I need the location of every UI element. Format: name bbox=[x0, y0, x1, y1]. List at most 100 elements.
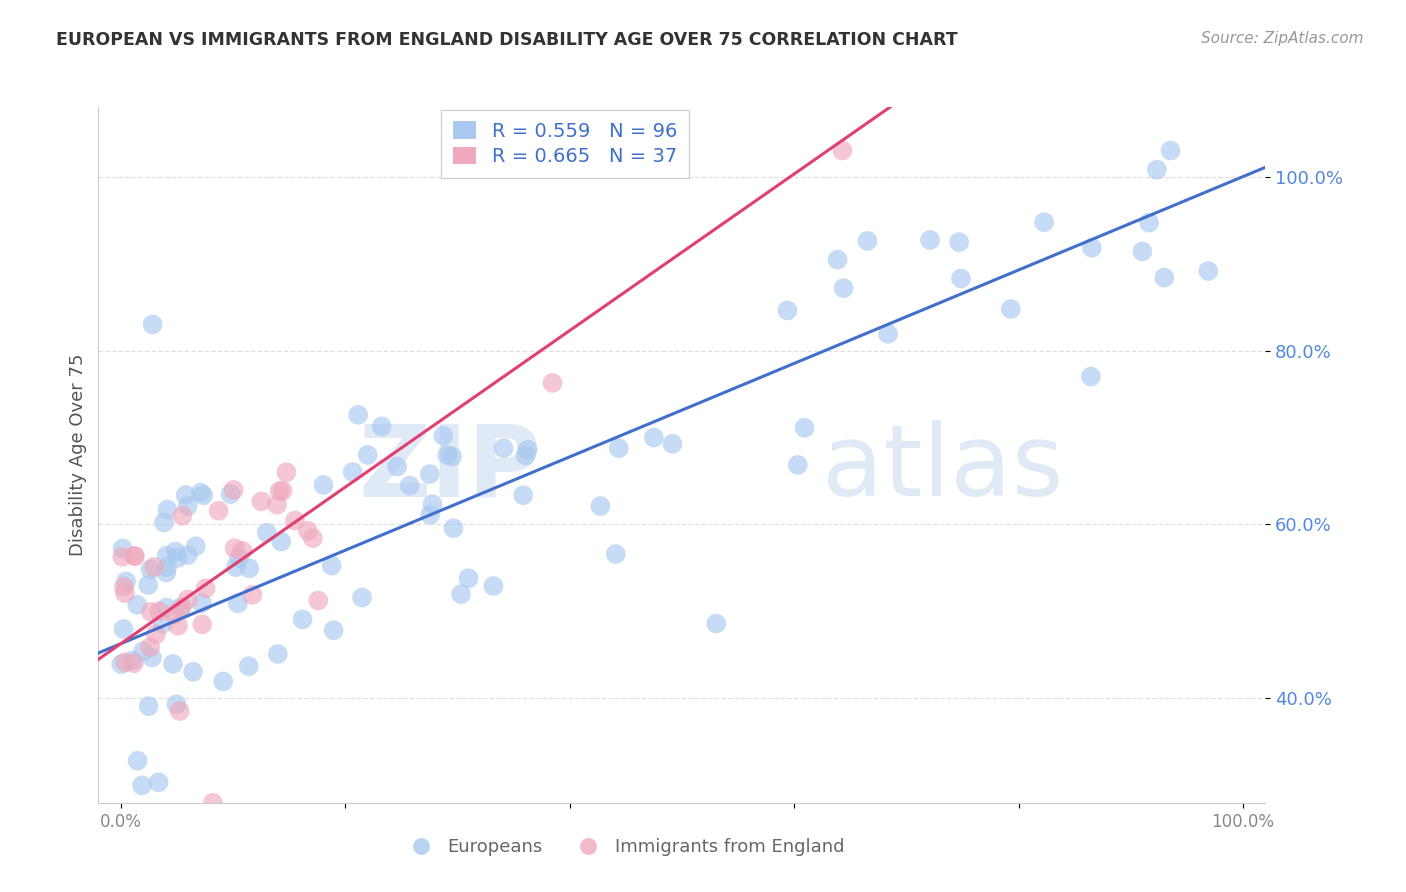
Point bbox=[661, 437, 683, 451]
Point bbox=[184, 539, 207, 553]
Text: EUROPEAN VS IMMIGRANTS FROM ENGLAND DISABILITY AGE OVER 75 CORRELATION CHART: EUROPEAN VS IMMIGRANTS FROM ENGLAND DISA… bbox=[56, 31, 957, 49]
Point bbox=[152, 616, 174, 631]
Point bbox=[370, 419, 392, 434]
Point bbox=[132, 644, 155, 658]
Point bbox=[190, 485, 212, 500]
Point bbox=[143, 560, 166, 574]
Point bbox=[832, 281, 855, 295]
Point bbox=[786, 458, 808, 472]
Point bbox=[167, 618, 190, 632]
Point bbox=[1081, 241, 1104, 255]
Point bbox=[193, 488, 215, 502]
Point bbox=[443, 521, 465, 535]
Point bbox=[398, 478, 420, 492]
Point bbox=[170, 599, 193, 614]
Point bbox=[793, 421, 815, 435]
Point bbox=[177, 548, 200, 562]
Point bbox=[312, 478, 335, 492]
Y-axis label: Disability Age Over 75: Disability Age Over 75 bbox=[69, 353, 87, 557]
Point bbox=[145, 627, 167, 641]
Point bbox=[589, 499, 612, 513]
Point bbox=[607, 441, 630, 455]
Point bbox=[131, 778, 153, 793]
Point bbox=[950, 271, 973, 285]
Point bbox=[169, 704, 191, 718]
Point bbox=[482, 579, 505, 593]
Point bbox=[127, 754, 149, 768]
Point bbox=[441, 450, 464, 464]
Point bbox=[121, 653, 143, 667]
Point bbox=[605, 547, 627, 561]
Point bbox=[136, 578, 159, 592]
Point bbox=[347, 408, 370, 422]
Point bbox=[153, 516, 176, 530]
Point bbox=[156, 502, 179, 516]
Point bbox=[302, 531, 325, 545]
Point bbox=[122, 657, 145, 671]
Point bbox=[142, 318, 165, 332]
Text: ZIP: ZIP bbox=[359, 420, 541, 517]
Point bbox=[212, 674, 235, 689]
Point bbox=[124, 549, 146, 564]
Point bbox=[176, 499, 198, 513]
Point bbox=[918, 233, 941, 247]
Point bbox=[207, 503, 229, 517]
Point bbox=[877, 326, 900, 341]
Point bbox=[226, 597, 249, 611]
Point bbox=[291, 612, 314, 626]
Point bbox=[422, 497, 444, 511]
Point bbox=[191, 596, 214, 610]
Point bbox=[541, 376, 564, 390]
Point bbox=[276, 465, 298, 479]
Point bbox=[222, 483, 245, 497]
Point bbox=[155, 566, 177, 580]
Point bbox=[270, 534, 292, 549]
Point bbox=[515, 449, 537, 463]
Point bbox=[181, 665, 204, 679]
Point bbox=[191, 617, 214, 632]
Point bbox=[1197, 264, 1219, 278]
Point bbox=[242, 588, 264, 602]
Point bbox=[174, 488, 197, 502]
Point bbox=[139, 605, 162, 619]
Point bbox=[112, 580, 135, 594]
Point bbox=[342, 465, 364, 479]
Point bbox=[643, 431, 665, 445]
Point bbox=[224, 541, 246, 555]
Point bbox=[112, 622, 135, 636]
Point bbox=[162, 657, 184, 671]
Point bbox=[1080, 369, 1102, 384]
Point bbox=[250, 494, 273, 508]
Point bbox=[704, 616, 727, 631]
Point bbox=[1146, 162, 1168, 177]
Point bbox=[156, 549, 179, 563]
Point bbox=[170, 602, 193, 616]
Point bbox=[163, 607, 186, 622]
Point bbox=[225, 560, 247, 574]
Point bbox=[238, 659, 260, 673]
Point bbox=[321, 558, 343, 573]
Point bbox=[166, 550, 188, 565]
Point bbox=[165, 698, 187, 712]
Point bbox=[271, 483, 294, 498]
Point bbox=[516, 442, 538, 457]
Point bbox=[1153, 270, 1175, 285]
Text: Source: ZipAtlas.com: Source: ZipAtlas.com bbox=[1201, 31, 1364, 46]
Point bbox=[457, 571, 479, 585]
Point bbox=[1130, 244, 1153, 259]
Point bbox=[139, 562, 162, 576]
Point bbox=[139, 640, 162, 654]
Point bbox=[419, 508, 441, 522]
Point bbox=[297, 524, 319, 538]
Point bbox=[1160, 144, 1182, 158]
Point bbox=[141, 650, 163, 665]
Point bbox=[1033, 215, 1056, 229]
Point bbox=[110, 657, 132, 672]
Point bbox=[350, 591, 373, 605]
Point bbox=[194, 582, 217, 596]
Point bbox=[148, 604, 170, 618]
Point bbox=[307, 593, 329, 607]
Point bbox=[219, 487, 242, 501]
Point bbox=[231, 543, 253, 558]
Point bbox=[269, 483, 291, 498]
